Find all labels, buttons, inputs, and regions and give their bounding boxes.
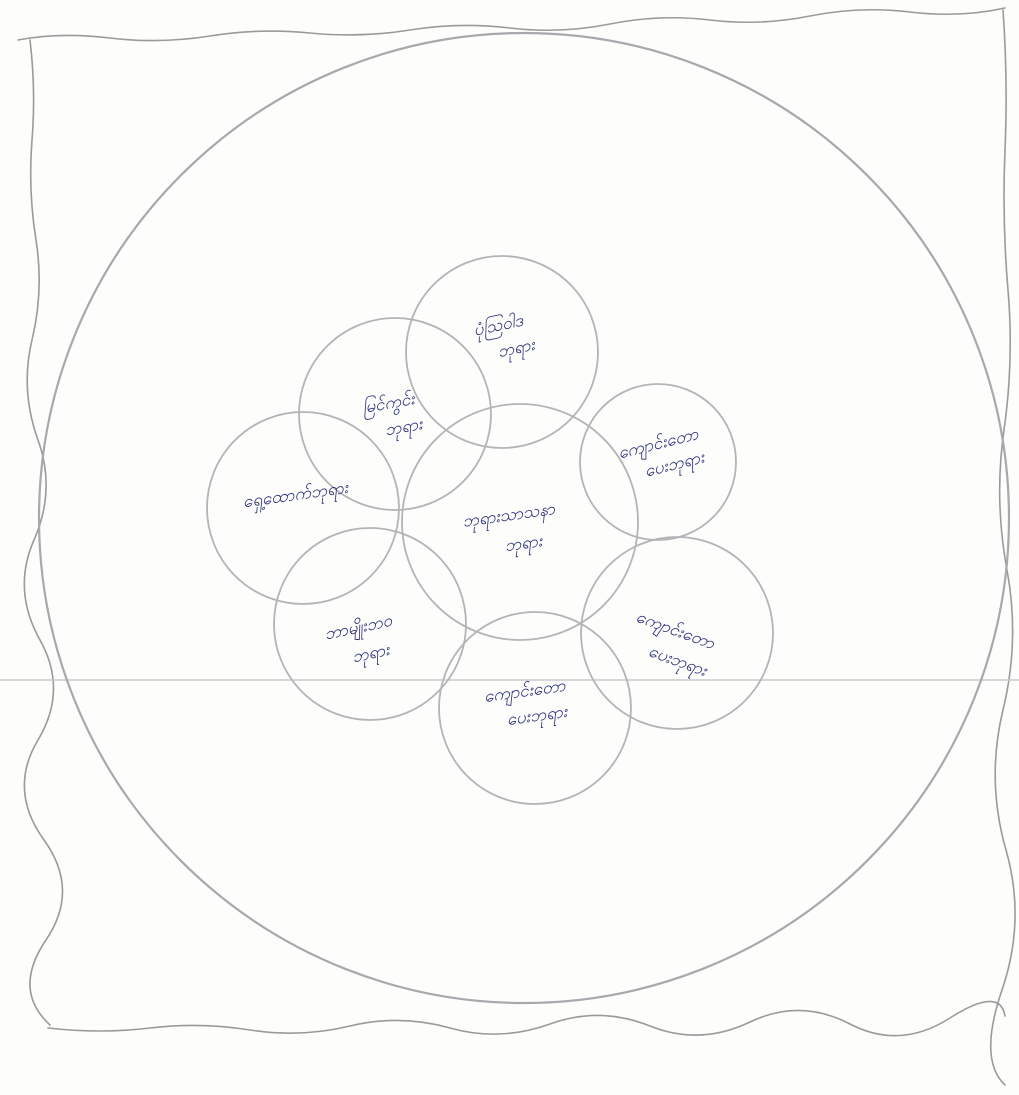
petal-circle-bottom (438, 611, 632, 805)
label-lower-left: ဘာမျိုးဘ၀ ဘုရား (323, 610, 406, 675)
label-upper-left: မြင်ကွင်း ဘုရား (361, 387, 427, 446)
frame-right-edge (989, 9, 1016, 1086)
label-center: ဘုရားသာသနာ ဘုရား (461, 498, 566, 564)
label-lower-right: ကျောင်းတော ပေးဘုရား (623, 607, 723, 685)
outer-circle (37, 31, 1011, 1005)
petal-circle-lower-left (273, 527, 467, 721)
petal-circle-upper-right (579, 383, 737, 541)
label-top: ပုံသြဝါဒ ဘုရား (471, 308, 538, 369)
frame-left-edge (23, 39, 64, 1026)
petal-circle-left (206, 411, 400, 605)
label-upper-right: ကျောင်းတော ပေးဘုရား (616, 423, 712, 490)
label-bottom: ကျောင်းတော ပေးဘုရား (483, 675, 576, 736)
frame-bottom-edge (47, 1000, 1006, 1037)
petal-circle-top (405, 255, 599, 449)
frame-top-edge (17, 7, 1006, 42)
petal-circle-upper-left (298, 317, 492, 511)
center-circle (401, 403, 639, 641)
petal-circles (206, 255, 774, 805)
label-left: ရှေ့ထောက်ဘုရား (241, 478, 351, 516)
